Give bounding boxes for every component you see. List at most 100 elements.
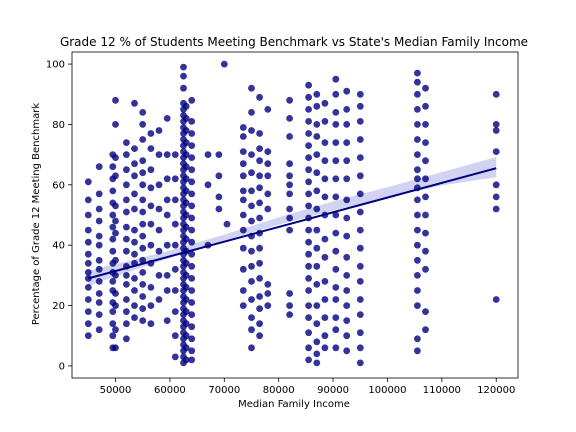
data-point bbox=[343, 175, 351, 183]
data-point bbox=[112, 202, 119, 210]
data-point bbox=[356, 278, 364, 285]
data-point bbox=[163, 175, 171, 183]
data-point bbox=[123, 151, 130, 159]
data-point bbox=[95, 163, 103, 171]
data-point bbox=[223, 220, 231, 228]
data-point bbox=[313, 338, 321, 346]
data-point bbox=[188, 335, 196, 343]
data-point bbox=[155, 272, 163, 279]
data-point bbox=[286, 133, 293, 140]
data-point bbox=[256, 293, 263, 300]
data-point bbox=[112, 229, 119, 237]
data-point bbox=[321, 157, 329, 165]
data-point bbox=[248, 326, 255, 334]
data-point bbox=[321, 344, 329, 352]
data-point bbox=[492, 193, 500, 201]
data-point bbox=[84, 259, 92, 267]
data-point bbox=[248, 314, 255, 321]
data-point bbox=[188, 166, 196, 174]
data-point bbox=[414, 175, 421, 183]
data-point bbox=[313, 102, 321, 110]
data-point bbox=[112, 272, 119, 279]
x-tick-label: 50000 bbox=[100, 385, 132, 396]
data-point bbox=[239, 265, 247, 273]
data-point bbox=[422, 211, 429, 219]
data-point bbox=[139, 293, 147, 300]
data-point bbox=[163, 151, 171, 159]
data-point bbox=[305, 81, 312, 89]
data-point bbox=[321, 296, 329, 303]
scatter-points-layer bbox=[84, 60, 500, 367]
data-point bbox=[305, 130, 312, 137]
x-tick-label: 60000 bbox=[154, 385, 186, 396]
data-point bbox=[171, 308, 179, 315]
data-point bbox=[84, 211, 92, 219]
data-point bbox=[188, 311, 196, 318]
data-point bbox=[414, 211, 421, 219]
data-point bbox=[286, 214, 293, 222]
data-point bbox=[256, 305, 263, 312]
x-tick-label: 80000 bbox=[263, 385, 295, 396]
data-point bbox=[356, 102, 364, 110]
data-point bbox=[155, 247, 163, 255]
data-point bbox=[147, 166, 155, 174]
data-point bbox=[182, 175, 190, 183]
data-point bbox=[356, 359, 364, 367]
data-point bbox=[84, 284, 92, 291]
data-point bbox=[248, 217, 255, 225]
data-point bbox=[171, 175, 179, 183]
data-point bbox=[123, 181, 130, 189]
plot-frame bbox=[71, 51, 519, 379]
data-point bbox=[188, 226, 196, 234]
data-point bbox=[163, 211, 171, 219]
data-point bbox=[313, 121, 321, 128]
data-point bbox=[131, 160, 138, 168]
data-point bbox=[248, 202, 255, 210]
data-point bbox=[256, 172, 263, 180]
data-point bbox=[343, 106, 351, 113]
data-point bbox=[139, 136, 147, 143]
data-point bbox=[343, 214, 351, 222]
data-point bbox=[163, 241, 171, 249]
data-point bbox=[188, 142, 196, 150]
data-point bbox=[422, 102, 429, 110]
data-point bbox=[356, 226, 364, 234]
data-point bbox=[182, 272, 190, 279]
data-point bbox=[305, 154, 312, 162]
data-point bbox=[305, 287, 312, 294]
data-point bbox=[286, 205, 293, 213]
data-point bbox=[84, 269, 92, 276]
data-point bbox=[188, 347, 196, 355]
data-point bbox=[188, 130, 196, 137]
data-point bbox=[422, 229, 429, 237]
data-point bbox=[188, 190, 196, 198]
data-point bbox=[305, 329, 312, 337]
data-point bbox=[321, 332, 329, 340]
data-point bbox=[414, 90, 421, 98]
data-point bbox=[422, 193, 429, 201]
data-point bbox=[123, 247, 130, 255]
data-point bbox=[286, 290, 293, 297]
data-point bbox=[163, 272, 171, 279]
data-point bbox=[332, 211, 340, 219]
data-point bbox=[188, 262, 196, 270]
data-point bbox=[95, 299, 103, 306]
data-point bbox=[356, 311, 364, 318]
data-point bbox=[248, 247, 255, 255]
data-point bbox=[171, 287, 179, 294]
data-point bbox=[155, 296, 163, 303]
data-point bbox=[109, 247, 117, 255]
data-point bbox=[332, 175, 340, 183]
data-point bbox=[256, 244, 263, 252]
data-point bbox=[256, 275, 263, 282]
data-point bbox=[84, 178, 92, 186]
data-point bbox=[305, 202, 312, 210]
data-point bbox=[180, 63, 187, 71]
data-point bbox=[313, 151, 321, 159]
data-point bbox=[139, 256, 147, 264]
data-point bbox=[256, 184, 263, 192]
data-point bbox=[182, 139, 190, 147]
data-point bbox=[492, 90, 500, 98]
data-point bbox=[112, 326, 119, 334]
data-point bbox=[256, 145, 263, 153]
